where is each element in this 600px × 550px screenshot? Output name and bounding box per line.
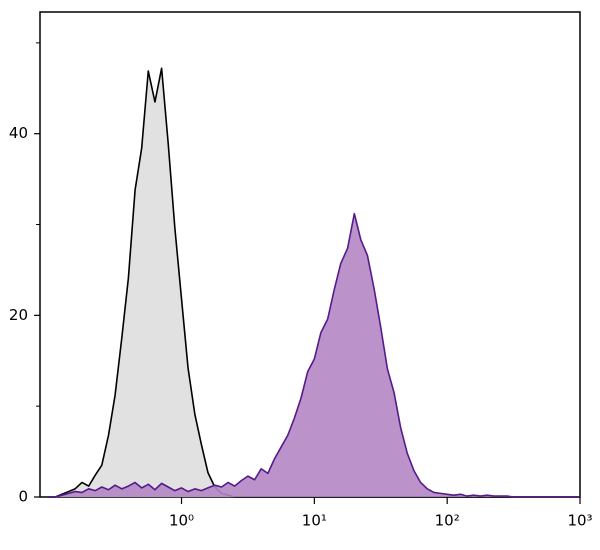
x-tick-label: 10⁰: [169, 512, 194, 530]
x-tick-label: 10¹: [302, 512, 327, 530]
y-tick-label: 20: [9, 306, 28, 324]
histogram-curve: [48, 212, 580, 498]
x-tick-label: 10³: [567, 512, 592, 530]
x-tick-label: 10²: [435, 512, 460, 530]
y-tick-label: 0: [18, 488, 28, 506]
y-tick-label: 40: [9, 124, 28, 142]
